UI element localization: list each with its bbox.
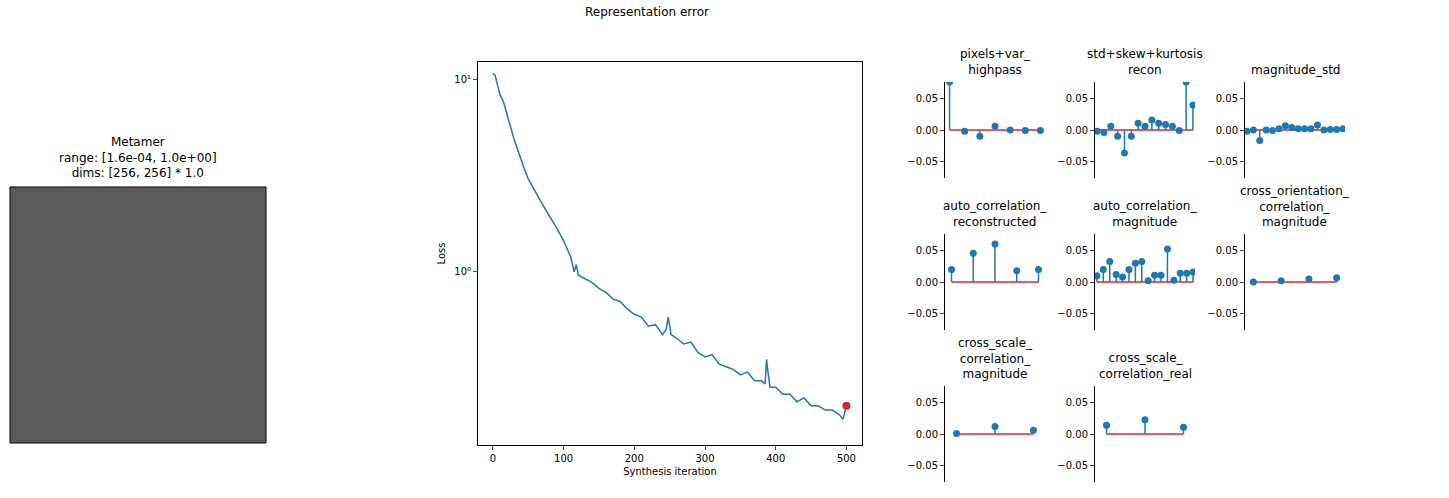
svg-text:0.05: 0.05: [916, 93, 938, 104]
svg-text:0.00: 0.00: [1216, 277, 1238, 288]
svg-text:−0.05: −0.05: [907, 308, 938, 319]
svg-text:0.05: 0.05: [1066, 245, 1088, 256]
svg-text:0: 0: [490, 453, 496, 464]
svg-text:300: 300: [695, 453, 714, 464]
svg-text:−0.05: −0.05: [1057, 308, 1088, 319]
svg-text:pixels+var_highpass: pixels+var_highpass: [960, 47, 1031, 77]
svg-text:0.00: 0.00: [916, 429, 938, 440]
svg-text:cross_orientation_correlation_: cross_orientation_correlation_magnitude: [1240, 184, 1350, 229]
svg-text:0.05: 0.05: [916, 397, 938, 408]
svg-text:std+skew+kurtosisrecon: std+skew+kurtosisrecon: [1087, 47, 1203, 77]
svg-text:cross_scale_correlation_real: cross_scale_correlation_real: [1099, 351, 1192, 381]
svg-text:0.00: 0.00: [1216, 125, 1238, 136]
svg-text:auto_correlation_reconstructed: auto_correlation_reconstructed: [943, 199, 1047, 229]
svg-text:0.00: 0.00: [916, 125, 938, 136]
svg-text:Metamerrange: [1.6e-04, 1.0e+0: Metamerrange: [1.6e-04, 1.0e+00]dims: [2…: [59, 135, 217, 180]
svg-text:−0.05: −0.05: [1207, 308, 1238, 319]
svg-text:0.00: 0.00: [1066, 125, 1088, 136]
svg-text:−0.05: −0.05: [907, 460, 938, 471]
svg-text:400: 400: [766, 453, 785, 464]
svg-text:Synthesis iteration: Synthesis iteration: [623, 466, 717, 477]
svg-text:−0.05: −0.05: [1057, 460, 1088, 471]
svg-text:0.05: 0.05: [916, 245, 938, 256]
svg-text:−0.05: −0.05: [1057, 156, 1088, 167]
svg-text:0.05: 0.05: [1216, 245, 1238, 256]
svg-text:100: 100: [554, 453, 573, 464]
svg-text:Representation error: Representation error: [585, 5, 709, 19]
svg-text:−0.05: −0.05: [1207, 156, 1238, 167]
svg-text:0.05: 0.05: [1066, 397, 1088, 408]
svg-text:0.05: 0.05: [1216, 93, 1238, 104]
svg-text:500: 500: [837, 453, 856, 464]
svg-text:magnitude_std: magnitude_std: [1251, 63, 1340, 77]
svg-text:10¹: 10¹: [454, 74, 471, 85]
svg-text:10⁰: 10⁰: [454, 266, 471, 277]
svg-text:0.05: 0.05: [1066, 93, 1088, 104]
svg-text:−0.05: −0.05: [907, 156, 938, 167]
svg-text:Loss: Loss: [436, 243, 447, 265]
svg-text:auto_correlation_magnitude: auto_correlation_magnitude: [1093, 199, 1197, 229]
svg-text:cross_scale_correlation_magnit: cross_scale_correlation_magnitude: [958, 336, 1033, 381]
svg-text:0.00: 0.00: [1066, 277, 1088, 288]
svg-text:200: 200: [625, 453, 644, 464]
svg-text:0.00: 0.00: [916, 277, 938, 288]
svg-text:0.00: 0.00: [1066, 429, 1088, 440]
